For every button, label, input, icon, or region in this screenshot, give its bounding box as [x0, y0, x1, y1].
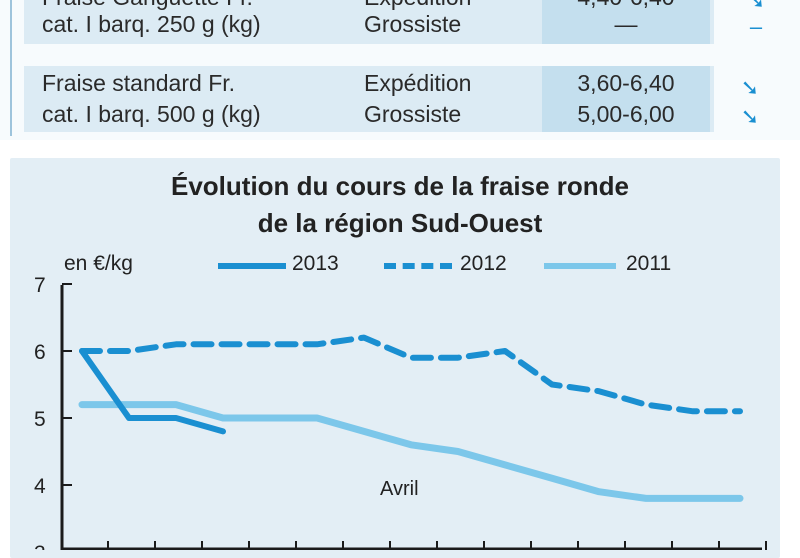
series-line-2012	[79, 334, 743, 415]
market-stage: Grossiste	[364, 11, 462, 37]
down-arrow-icon: ➘	[746, 0, 766, 13]
product-name: Fraise standard Fr.	[42, 70, 236, 96]
market-stage: Expédition	[364, 70, 472, 96]
price-range: 5,00-6,00	[577, 101, 675, 127]
y-tick-label: 6	[34, 341, 46, 364]
series-line-2011	[78, 401, 744, 502]
legend-swatch-solid	[218, 263, 286, 269]
market-stage: Grossiste	[364, 101, 462, 127]
y-tick-label: 7	[34, 274, 46, 297]
price-range: 3,60-6,40	[577, 70, 675, 96]
value-column-band	[542, 0, 710, 44]
stable-dash-icon: –	[749, 14, 763, 39]
price-range: —	[614, 11, 638, 37]
series-line-2013	[79, 348, 226, 435]
chart-panel	[10, 158, 780, 558]
legend-swatch-dashed	[384, 263, 452, 269]
legend-swatch-light	[544, 263, 616, 269]
chart-subtitle: de la région Sud-Ouest	[257, 208, 543, 238]
chart-title: Évolution du cours de la fraise ronde	[171, 171, 629, 201]
value-column-band	[542, 66, 710, 132]
price-range: 4,40-6,40	[542, 0, 710, 12]
price-table: Fraise Gariguette Fr. cat. I barq. 250 g…	[0, 0, 800, 140]
down-arrow-icon: ➘	[740, 75, 760, 100]
chart-annotation: Avril	[380, 478, 419, 500]
legend-label: 2011	[626, 252, 672, 275]
down-arrow-icon: ➘	[740, 104, 760, 129]
market-stage: Expédition	[364, 0, 471, 12]
y-tick-label: 4	[34, 475, 46, 498]
y-tick-label: 3	[34, 542, 46, 550]
y-axis-unit-label: en €/kg	[64, 252, 133, 275]
table-left-border	[10, 0, 12, 136]
legend-label: 2013	[292, 252, 339, 275]
y-tick-label: 5	[34, 408, 46, 431]
legend-label: 2012	[460, 252, 507, 275]
product-name: Fraise Gariguette Fr.	[42, 0, 253, 12]
product-package: cat. I barq. 250 g (kg)	[42, 11, 261, 37]
product-package: cat. I barq. 500 g (kg)	[42, 101, 261, 127]
